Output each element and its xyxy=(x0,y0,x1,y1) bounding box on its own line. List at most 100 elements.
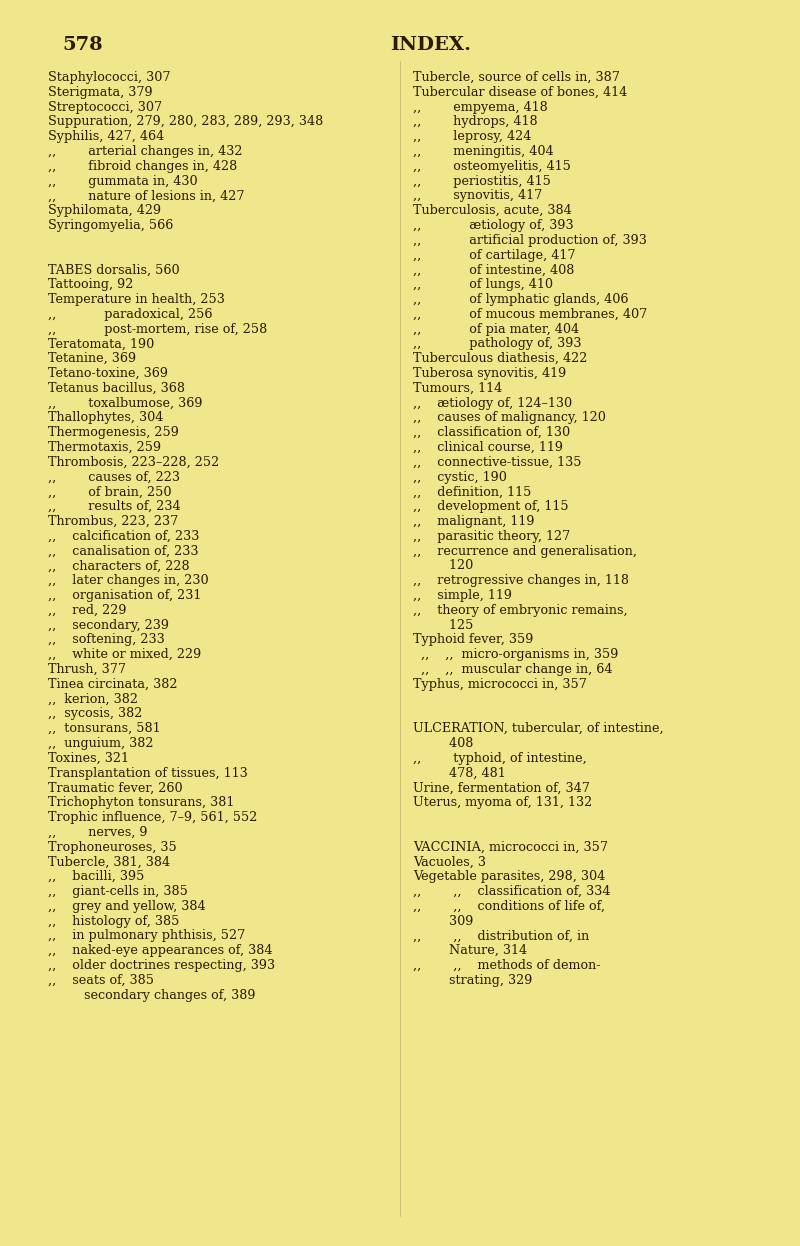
Text: ,,        causes of, 223: ,, causes of, 223 xyxy=(48,471,180,483)
Text: ,,        arterial changes in, 432: ,, arterial changes in, 432 xyxy=(48,145,242,158)
Text: ,,    older doctrines respecting, 393: ,, older doctrines respecting, 393 xyxy=(48,959,275,972)
Text: 408: 408 xyxy=(413,736,474,750)
Text: 309: 309 xyxy=(413,915,474,927)
Text: Thermogenesis, 259: Thermogenesis, 259 xyxy=(48,426,179,439)
Text: ,,    calcification of, 233: ,, calcification of, 233 xyxy=(48,530,199,543)
Text: ,,            pathology of, 393: ,, pathology of, 393 xyxy=(413,338,582,350)
Text: Suppuration, 279, 280, 283, 289, 293, 348: Suppuration, 279, 280, 283, 289, 293, 34… xyxy=(48,116,323,128)
Text: ,,            of lymphatic glands, 406: ,, of lymphatic glands, 406 xyxy=(413,293,629,307)
Text: Streptococci, 307: Streptococci, 307 xyxy=(48,101,162,113)
Text: 578: 578 xyxy=(62,36,102,54)
Text: ,,    ætiology of, 124–130: ,, ætiology of, 124–130 xyxy=(413,396,572,410)
Text: ,,  unguium, 382: ,, unguium, 382 xyxy=(48,736,154,750)
Text: Thrombosis, 223–228, 252: Thrombosis, 223–228, 252 xyxy=(48,456,219,468)
Text: Tetano-toxine, 369: Tetano-toxine, 369 xyxy=(48,368,168,380)
Text: Syphilomata, 429: Syphilomata, 429 xyxy=(48,204,161,217)
Text: ,,    histology of, 385: ,, histology of, 385 xyxy=(48,915,179,927)
Text: ,,        nerves, 9: ,, nerves, 9 xyxy=(48,826,147,839)
Text: Trophoneuroses, 35: Trophoneuroses, 35 xyxy=(48,841,177,854)
Text: INDEX.: INDEX. xyxy=(390,36,471,54)
Text: Trichophyton tonsurans, 381: Trichophyton tonsurans, 381 xyxy=(48,796,234,809)
Text: ,,    canalisation of, 233: ,, canalisation of, 233 xyxy=(48,545,198,558)
Text: Tetanine, 369: Tetanine, 369 xyxy=(48,353,136,365)
Text: Thermotaxis, 259: Thermotaxis, 259 xyxy=(48,441,161,454)
Text: ,,    parasitic theory, 127: ,, parasitic theory, 127 xyxy=(413,530,570,543)
Text: ,,    characters of, 228: ,, characters of, 228 xyxy=(48,559,190,572)
Text: Sterigmata, 379: Sterigmata, 379 xyxy=(48,86,153,98)
Text: ,,    simple, 119: ,, simple, 119 xyxy=(413,589,512,602)
Text: Transplantation of tissues, 113: Transplantation of tissues, 113 xyxy=(48,766,248,780)
Text: ,,    development of, 115: ,, development of, 115 xyxy=(413,500,569,513)
Text: ,,        synovitis, 417: ,, synovitis, 417 xyxy=(413,189,542,202)
Text: ,,    seats of, 385: ,, seats of, 385 xyxy=(48,974,154,987)
Text: ,,    clinical course, 119: ,, clinical course, 119 xyxy=(413,441,563,454)
Text: ,,            artificial production of, 393: ,, artificial production of, 393 xyxy=(413,234,647,247)
Text: Toxines, 321: Toxines, 321 xyxy=(48,751,129,765)
Text: ,,        empyema, 418: ,, empyema, 418 xyxy=(413,101,548,113)
Text: ,,    ,,  micro-organisms in, 359: ,, ,, micro-organisms in, 359 xyxy=(413,648,618,662)
Text: 478, 481: 478, 481 xyxy=(413,766,506,780)
Text: ,,    causes of malignancy, 120: ,, causes of malignancy, 120 xyxy=(413,411,606,425)
Text: Tattooing, 92: Tattooing, 92 xyxy=(48,278,134,292)
Text: ULCERATION, tubercular, of intestine,: ULCERATION, tubercular, of intestine, xyxy=(413,723,664,735)
Text: ,,    retrogressive changes in, 118: ,, retrogressive changes in, 118 xyxy=(413,574,629,587)
Text: Thallophytes, 304: Thallophytes, 304 xyxy=(48,411,163,425)
Text: ,,    definition, 115: ,, definition, 115 xyxy=(413,486,531,498)
Text: ,,    ,,  muscular change in, 64: ,, ,, muscular change in, 64 xyxy=(413,663,613,677)
Text: ,,    in pulmonary phthisis, 527: ,, in pulmonary phthisis, 527 xyxy=(48,930,246,942)
Text: Nature, 314: Nature, 314 xyxy=(413,944,527,957)
Text: ,,    softening, 233: ,, softening, 233 xyxy=(48,633,165,647)
Text: Tinea circinata, 382: Tinea circinata, 382 xyxy=(48,678,178,690)
Text: ,,    connective-tissue, 135: ,, connective-tissue, 135 xyxy=(413,456,582,468)
Text: Tumours, 114: Tumours, 114 xyxy=(413,381,502,395)
Text: Vegetable parasites, 298, 304: Vegetable parasites, 298, 304 xyxy=(413,870,606,883)
Text: ,,    classification of, 130: ,, classification of, 130 xyxy=(413,426,570,439)
Text: Syringomyelia, 566: Syringomyelia, 566 xyxy=(48,219,174,232)
Text: ,,        of brain, 250: ,, of brain, 250 xyxy=(48,486,171,498)
Text: Temperature in health, 253: Temperature in health, 253 xyxy=(48,293,225,307)
Text: ,,            of lungs, 410: ,, of lungs, 410 xyxy=(413,278,553,292)
Text: ,,        ,,    conditions of life of,: ,, ,, conditions of life of, xyxy=(413,900,605,913)
Text: ,,    recurrence and generalisation,: ,, recurrence and generalisation, xyxy=(413,545,637,558)
Text: ,,        ,,    methods of demon-: ,, ,, methods of demon- xyxy=(413,959,601,972)
Text: Tubercle, 381, 384: Tubercle, 381, 384 xyxy=(48,856,170,868)
Text: ,,            post-mortem, rise of, 258: ,, post-mortem, rise of, 258 xyxy=(48,323,267,335)
Text: ,,    cystic, 190: ,, cystic, 190 xyxy=(413,471,507,483)
Text: ,,  sycosis, 382: ,, sycosis, 382 xyxy=(48,708,142,720)
Text: Tubercle, source of cells in, 387: Tubercle, source of cells in, 387 xyxy=(413,71,620,83)
Text: ,,        ,,    distribution of, in: ,, ,, distribution of, in xyxy=(413,930,590,942)
Text: ,,            ætiology of, 393: ,, ætiology of, 393 xyxy=(413,219,574,232)
Text: Thrombus, 223, 237: Thrombus, 223, 237 xyxy=(48,515,178,528)
Text: ,,        leprosy, 424: ,, leprosy, 424 xyxy=(413,130,531,143)
Text: ,,  tonsurans, 581: ,, tonsurans, 581 xyxy=(48,723,161,735)
Text: ,,        periostitis, 415: ,, periostitis, 415 xyxy=(413,174,551,188)
Text: Vacuoles, 3: Vacuoles, 3 xyxy=(413,856,486,868)
Text: ,,        fibroid changes in, 428: ,, fibroid changes in, 428 xyxy=(48,159,238,173)
Text: ,,    white or mixed, 229: ,, white or mixed, 229 xyxy=(48,648,202,662)
Text: ,,        nature of lesions in, 427: ,, nature of lesions in, 427 xyxy=(48,189,245,202)
Text: ,,        osteomyelitis, 415: ,, osteomyelitis, 415 xyxy=(413,159,571,173)
Text: ,,        meningitis, 404: ,, meningitis, 404 xyxy=(413,145,554,158)
Text: Teratomata, 190: Teratomata, 190 xyxy=(48,338,154,350)
Text: ,,    naked-eye appearances of, 384: ,, naked-eye appearances of, 384 xyxy=(48,944,273,957)
Text: ,,    bacilli, 395: ,, bacilli, 395 xyxy=(48,870,144,883)
Text: ,,    grey and yellow, 384: ,, grey and yellow, 384 xyxy=(48,900,206,913)
Text: ,,            of mucous membranes, 407: ,, of mucous membranes, 407 xyxy=(413,308,647,320)
Text: Uterus, myoma of, 131, 132: Uterus, myoma of, 131, 132 xyxy=(413,796,592,809)
Text: ,,        ,,    classification of, 334: ,, ,, classification of, 334 xyxy=(413,885,610,898)
Text: strating, 329: strating, 329 xyxy=(413,974,532,987)
Text: Tubercular disease of bones, 414: Tubercular disease of bones, 414 xyxy=(413,86,627,98)
Text: ,,    organisation of, 231: ,, organisation of, 231 xyxy=(48,589,202,602)
Text: Tuberculous diathesis, 422: Tuberculous diathesis, 422 xyxy=(413,353,587,365)
Text: secondary changes of, 389: secondary changes of, 389 xyxy=(48,988,255,1002)
Text: VACCINIA, micrococci in, 357: VACCINIA, micrococci in, 357 xyxy=(413,841,608,854)
Text: ,,  kerion, 382: ,, kerion, 382 xyxy=(48,693,138,705)
Text: ,,    later changes in, 230: ,, later changes in, 230 xyxy=(48,574,209,587)
Text: ,,            of pia mater, 404: ,, of pia mater, 404 xyxy=(413,323,579,335)
Text: ,,    theory of embryonic remains,: ,, theory of embryonic remains, xyxy=(413,604,628,617)
Text: ,,    malignant, 119: ,, malignant, 119 xyxy=(413,515,534,528)
Text: ,,        toxalbumose, 369: ,, toxalbumose, 369 xyxy=(48,396,202,410)
Text: ,,    secondary, 239: ,, secondary, 239 xyxy=(48,618,169,632)
Text: Tuberosa synovitis, 419: Tuberosa synovitis, 419 xyxy=(413,368,566,380)
Text: ,,            paradoxical, 256: ,, paradoxical, 256 xyxy=(48,308,213,320)
